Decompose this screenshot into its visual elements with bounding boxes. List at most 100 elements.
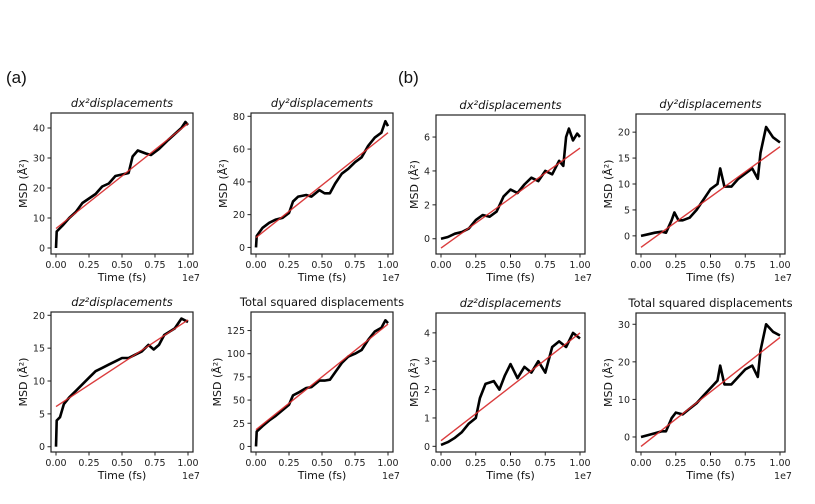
chart-title: dx²displacements: [459, 98, 561, 112]
linear-fit-line: [255, 132, 389, 239]
x-tick-label: 0.50: [700, 458, 721, 469]
x-tick-label: 0.50: [111, 458, 132, 469]
msd-data-line: [54, 120, 189, 249]
x-axis-label: Time (fs): [485, 271, 535, 284]
y-axis-label: MSD (Å²): [17, 159, 30, 208]
x-tick-label: 0.50: [500, 260, 521, 271]
y-tick-label: 0: [624, 432, 630, 443]
linear-fit-line: [440, 147, 581, 249]
chart-panel-5: dx²displacements 0.00 0.25 0.50 0.75 1.00 0 2 4 6…: [408, 98, 592, 284]
x-tick-label: 1.00: [569, 458, 590, 469]
x-offset-label: 1e7: [382, 273, 400, 284]
msd-data-line: [640, 125, 781, 238]
x-tick-label: 0.75: [344, 458, 365, 469]
y-tick-label: 10: [33, 214, 45, 225]
linear-fit-line: [55, 319, 189, 408]
x-tick-label: 1.00: [377, 260, 398, 271]
x-tick-label: 0.75: [535, 458, 556, 469]
x-offset-label: 1e7: [774, 471, 792, 482]
y-tick-label: 100: [227, 349, 245, 360]
chart-title: Total squared displacements: [627, 296, 792, 310]
y-tick-label: 2: [424, 200, 430, 211]
x-axis-label: Time (fs): [97, 271, 147, 284]
y-tick-label: 0: [39, 442, 45, 453]
x-tick-label: 0.75: [735, 458, 756, 469]
x-axis-label: Time (fs): [485, 469, 535, 482]
x-tick-label: 0.75: [144, 260, 165, 271]
y-tick-label: 10: [618, 180, 630, 191]
x-tick-label: 0.00: [45, 458, 66, 469]
x-offset-label: 1e7: [774, 273, 792, 284]
x-tick-label: 0.50: [111, 260, 132, 271]
x-tick-label: 0.25: [278, 458, 299, 469]
chart-panel-1: dx²displacements 0.00 0.25 0.50 0.75 1.00 0 10 2…: [17, 96, 200, 284]
x-tick-label: 0.25: [465, 260, 486, 271]
y-tick-label: 125: [227, 326, 245, 337]
axes-frame: [50, 112, 194, 255]
x-tick-label: 0.75: [735, 260, 756, 271]
y-tick-label: 30: [33, 154, 45, 165]
y-axis-label: MSD (Å²): [602, 358, 615, 407]
axes-frame: [250, 311, 394, 453]
chart-panel-3: dz²displacements 0.00 0.25 0.50 0.75 1.00 0 5 10…: [17, 295, 200, 482]
x-offset-label: 1e7: [574, 273, 592, 284]
y-tick-label: 20: [33, 311, 45, 322]
y-tick-label: 0: [39, 244, 45, 255]
chart-panel-6: dy²displacements 0.00 0.25 0.50 0.75 1.00 0 5 10…: [602, 97, 792, 284]
x-offset-label: 1e7: [574, 471, 592, 482]
y-tick-label: 0: [424, 234, 430, 245]
y-tick-label: 40: [33, 124, 45, 135]
x-tick-label: 1.00: [377, 458, 398, 469]
x-offset-label: 1e7: [182, 273, 200, 284]
x-tick-label: 0.50: [700, 260, 721, 271]
y-tick-label: 0: [239, 442, 245, 453]
x-tick-label: 0.75: [535, 260, 556, 271]
x-tick-label: 0.00: [430, 260, 451, 271]
chart-panel-7: dz²displacements 0.00 0.25 0.50 0.75 1.00 0 1 2 3…: [408, 296, 592, 482]
chart-title: dx²displacements: [71, 96, 173, 110]
x-tick-label: 1.00: [769, 260, 790, 271]
y-tick-label: 3: [424, 357, 430, 368]
y-axis-label: MSD (Å²): [217, 159, 230, 208]
linear-fit-line: [640, 146, 781, 248]
x-axis-label: Time (fs): [297, 271, 347, 284]
axes-frame: [50, 311, 194, 453]
y-tick-label: 6: [424, 133, 430, 144]
msd-data-line: [254, 119, 390, 248]
y-tick-label: 20: [33, 184, 45, 195]
msd-data-line: [440, 127, 582, 240]
y-tick-label: 75: [233, 372, 245, 383]
panel-label-b: (b): [398, 68, 419, 87]
y-tick-label: 60: [233, 145, 245, 156]
x-tick-label: 1.00: [177, 260, 198, 271]
chart-panel-8: Total squared displacements 0.00 0.25 0.50 0…: [602, 296, 793, 482]
y-tick-label: 30: [618, 320, 630, 331]
x-tick-label: 0.25: [665, 458, 686, 469]
y-tick-label: 0: [239, 243, 245, 254]
chart-title: dz²displacements: [460, 296, 561, 310]
x-tick-label: 0.00: [45, 260, 66, 271]
panel-label-a: (a): [6, 68, 27, 87]
x-tick-label: 0.50: [311, 260, 332, 271]
x-tick-label: 0.50: [311, 458, 332, 469]
linear-fit-line: [255, 323, 389, 431]
msd-data-line: [640, 322, 781, 439]
y-tick-label: 0: [624, 231, 630, 242]
x-offset-label: 1e7: [182, 471, 200, 482]
x-tick-label: 0.00: [245, 260, 266, 271]
x-axis-label: Time (fs): [685, 469, 735, 482]
y-tick-label: 15: [618, 154, 630, 165]
x-axis-label: Time (fs): [297, 469, 347, 482]
chart-title: dy²displacements: [271, 96, 373, 110]
x-tick-label: 0.50: [500, 458, 521, 469]
x-tick-label: 1.00: [769, 458, 790, 469]
x-axis-label: Time (fs): [97, 469, 147, 482]
y-axis-label: MSD (Å²): [602, 160, 615, 209]
y-tick-label: 50: [233, 396, 245, 407]
y-tick-label: 15: [33, 344, 45, 355]
y-tick-label: 5: [39, 409, 45, 420]
x-tick-label: 0.00: [245, 458, 266, 469]
y-axis-label: MSD (Å²): [211, 358, 224, 407]
x-tick-label: 0.25: [78, 458, 99, 469]
